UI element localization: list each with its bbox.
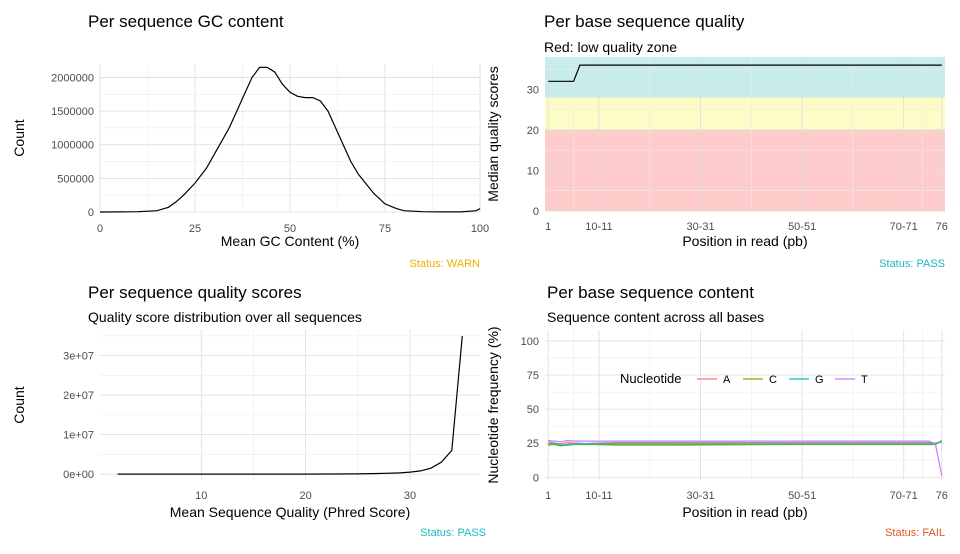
x-tick-label: 75 <box>379 223 391 235</box>
x-tick-label: 76 <box>936 490 948 502</box>
grid <box>545 330 945 480</box>
gc-content-panel: Per sequence GC content 0 25 50 75 100 0 50000… <box>0 0 489 277</box>
y-tick-label: 3e+07 <box>63 351 94 363</box>
y-axis-title: Median quality scores <box>485 66 501 201</box>
y-axis-title: Nucleotide frequency (%) <box>485 326 501 483</box>
y-tick-label: 30 <box>527 84 539 96</box>
y-tick-label: 1e+07 <box>63 430 94 442</box>
panel-subtitle: Quality score distribution over all sequ… <box>88 309 362 325</box>
x-tick-label: 10 <box>195 490 207 502</box>
x-axis-title: Position in read (pb) <box>682 233 807 249</box>
y-tick-label: 50 <box>527 404 539 416</box>
panel-title: Per base sequence content <box>547 283 754 302</box>
legend: Nucleotide A C G T <box>620 371 868 386</box>
status-label: Status: WARN <box>409 258 481 270</box>
y-tick-label: 0 <box>88 207 94 219</box>
series-line-main <box>548 64 942 82</box>
series-line-main <box>99 66 481 213</box>
x-tick-label: 30-31 <box>686 221 714 233</box>
series-line-T <box>548 439 943 477</box>
y-tick-label: 1000000 <box>51 140 94 152</box>
base-content-panel: Per base sequence content Sequence conte… <box>480 277 960 554</box>
status-label: Status: PASS <box>420 527 486 539</box>
y-axis-title: Count <box>11 386 27 423</box>
x-tick-label: 25 <box>189 223 201 235</box>
x-tick-label: 100 <box>471 223 489 235</box>
x-tick-label: 30-31 <box>686 490 714 502</box>
x-tick-label: 1 <box>545 490 551 502</box>
legend-title: Nucleotide <box>620 371 681 386</box>
panel-subtitle: Sequence content across all bases <box>547 309 765 325</box>
status-label: Status: PASS <box>879 258 945 270</box>
quality-band <box>545 97 945 130</box>
x-tick-label: 1 <box>545 221 551 233</box>
grid <box>100 330 480 480</box>
x-tick-label: 70-71 <box>890 221 918 233</box>
y-tick-label: 0e+00 <box>63 469 94 481</box>
base-content-chart: 1 10-11 30-31 50-51 70-71 76 0 25 50 75 100 Positio… <box>485 326 948 520</box>
y-tick-label: 1500000 <box>51 106 94 118</box>
grid <box>545 57 945 212</box>
x-tick-label: 50-51 <box>788 221 816 233</box>
x-tick-label: 20 <box>300 490 312 502</box>
y-tick-label: 10 <box>527 165 539 177</box>
x-tick-label: 70-71 <box>890 490 918 502</box>
y-tick-label: 0 <box>533 206 539 218</box>
y-tick-label: 25 <box>527 438 539 450</box>
y-tick-label: 500000 <box>57 173 94 185</box>
y-tick-label: 20 <box>527 125 539 137</box>
x-tick-label: 50 <box>284 223 296 235</box>
y-axis-title: Count <box>11 119 27 156</box>
x-axis-title: Mean GC Content (%) <box>221 233 360 249</box>
x-axis-title: Position in read (pb) <box>682 504 807 520</box>
sequence-quality-panel: Per sequence quality scores Quality scor… <box>0 277 486 554</box>
x-tick-label: 0 <box>97 223 103 235</box>
series-line-main <box>117 335 463 475</box>
panel-subtitle: Red: low quality zone <box>544 39 678 55</box>
panel-title: Per sequence GC content <box>88 12 284 31</box>
x-tick-label: 76 <box>936 221 948 233</box>
series-line-G <box>548 441 942 446</box>
legend-label-C: C <box>769 374 777 386</box>
x-tick-label: 30 <box>404 490 416 502</box>
base-quality-chart: 1 10-11 30-31 50-51 70-71 76 0 10 20 30 Position i… <box>485 57 948 249</box>
sequence-quality-chart: 10 20 30 0e+00 1e+07 2e+07 3e+07 Mean Sequence … <box>11 330 480 520</box>
gc-content-chart: 0 25 50 75 100 0 500000 1000000 1500000 2000000 Me… <box>11 64 489 249</box>
legend-label-A: A <box>723 374 731 386</box>
grid <box>99 64 481 213</box>
status-label: Status: FAIL <box>885 527 945 539</box>
legend-label-T: T <box>861 374 868 386</box>
x-tick-label: 10-11 <box>585 490 612 502</box>
x-axis-title: Mean Sequence Quality (Phred Score) <box>170 504 410 520</box>
series-line-A <box>548 441 942 445</box>
y-tick-label: 0 <box>533 472 539 484</box>
y-tick-label: 75 <box>527 370 539 382</box>
x-tick-label: 50-51 <box>788 490 816 502</box>
panel-title: Per base sequence quality <box>544 12 745 31</box>
quality-band <box>545 57 945 98</box>
y-tick-label: 2000000 <box>51 72 94 84</box>
base-quality-panel: Per base sequence quality Red: low quali… <box>480 0 960 277</box>
panel-title: Per sequence quality scores <box>88 283 302 302</box>
y-tick-label: 2e+07 <box>63 390 94 402</box>
x-tick-label: 10-11 <box>585 221 612 233</box>
legend-label-G: G <box>815 374 824 386</box>
y-tick-label: 100 <box>521 336 539 348</box>
